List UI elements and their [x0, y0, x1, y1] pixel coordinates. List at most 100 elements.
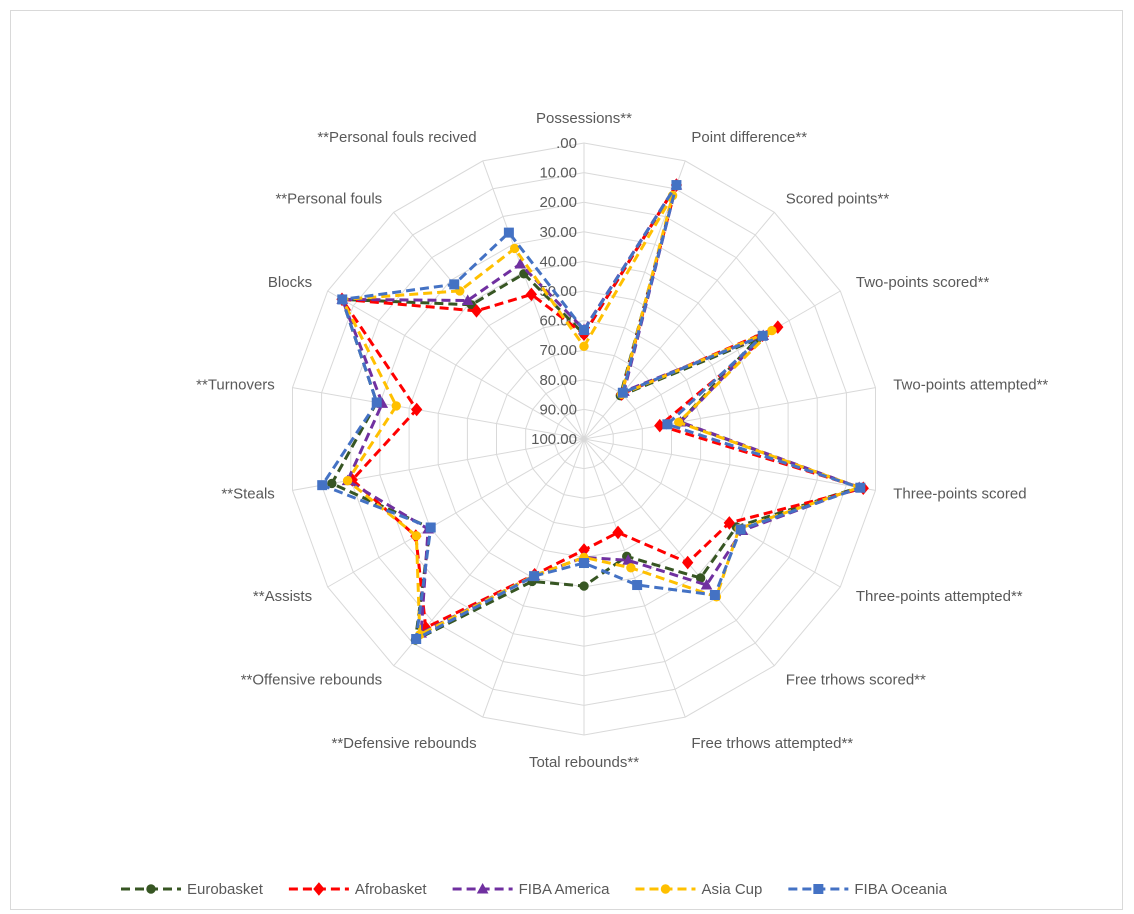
data-point-afrobasket — [612, 525, 624, 540]
category-labels: Possessions** Point difference** Scored po… — [196, 110, 1048, 771]
tick-label: 10.00 — [539, 165, 577, 182]
legend-label: Afrobasket — [355, 881, 428, 898]
grid-spoke — [292, 387, 585, 440]
category-label: Possessions** — [536, 110, 632, 127]
tick-label: 70.00 — [539, 342, 577, 359]
category-label: Free trhows attempted** — [691, 735, 853, 752]
data-point-afrobasket — [470, 304, 483, 318]
radar-grid — [292, 142, 876, 736]
data-point-asia-cup — [342, 475, 353, 486]
data-point-asia-cup — [411, 531, 422, 541]
data-point-asia-cup — [391, 401, 401, 411]
grid-spoke — [583, 438, 775, 667]
data-point-asia-cup — [767, 325, 777, 336]
data-point-fiba-oceania — [579, 558, 589, 569]
data-point-afrobasket — [411, 402, 423, 417]
tick-label: 100.00 — [531, 431, 577, 448]
grid-spoke — [327, 290, 585, 440]
category-label: Free trhows scored** — [786, 672, 926, 689]
legend-label: Asia Cup — [701, 881, 762, 898]
legend-item-afrobasket: Afrobasket — [288, 881, 428, 898]
data-point-fiba-oceania — [757, 330, 768, 341]
legend-marker — [146, 884, 156, 894]
data-point-afrobasket — [723, 516, 735, 530]
tick-label: 90.00 — [539, 401, 577, 418]
grid-spoke — [292, 438, 585, 491]
data-point-fiba-oceania — [529, 571, 540, 582]
tick-label: 40.00 — [539, 253, 577, 270]
data-point-fiba-america — [514, 258, 527, 269]
data-point-asia-cup — [509, 243, 520, 254]
category-label: Two-points scored** — [856, 274, 990, 291]
category-label: Three-points scored — [893, 486, 1026, 503]
data-point-asia-cup — [579, 341, 589, 352]
tick-label: 50.00 — [539, 283, 577, 300]
data-point-afrobasket — [525, 287, 538, 302]
legend-item-fiba-america: FIBA America — [452, 881, 611, 898]
series-fiba-oceania — [317, 180, 866, 644]
legend-label: FIBA Oceania — [854, 881, 947, 898]
data-point-eurobasket — [579, 581, 589, 591]
category-label: Two-points attempted** — [893, 377, 1048, 394]
legend-item-eurobasket: Eurobasket — [121, 881, 264, 898]
category-label: Three-points attempted** — [856, 588, 1023, 605]
category-label: **Assists — [253, 588, 312, 605]
data-point-asia-cup — [626, 563, 636, 573]
legend-label: Eurobasket — [187, 881, 264, 898]
data-point-fiba-oceania — [317, 480, 328, 491]
tick-label: 80.00 — [539, 372, 577, 389]
category-label: Blocks — [268, 274, 312, 291]
data-point-fiba-oceania — [411, 633, 422, 644]
grid-spoke — [583, 438, 841, 588]
tick-label: 20.00 — [539, 194, 577, 211]
legend-marker — [476, 882, 489, 894]
category-label: **Personal fouls recived — [317, 129, 476, 146]
legend-item-fiba-oceania: FIBA Oceania — [788, 881, 948, 898]
radar-chart: .0010.0020.0030.0040.0050.0060.0070.0080… — [121, 110, 1048, 898]
category-label: Point difference** — [691, 129, 807, 146]
data-point-fiba-america — [461, 294, 474, 305]
grid-spoke — [583, 387, 876, 440]
category-label: **Turnovers — [196, 377, 275, 394]
grid-spoke — [583, 438, 686, 718]
legend-marker — [813, 884, 824, 894]
data-point-fiba-oceania — [503, 227, 514, 238]
grid-spoke — [482, 160, 585, 440]
data-point-fiba-oceania — [579, 325, 589, 336]
grid-spoke — [583, 211, 775, 440]
data-point-afrobasket — [682, 555, 694, 570]
data-point-eurobasket — [327, 478, 337, 489]
category-label: Total rebounds** — [529, 754, 639, 771]
series-line-eurobasket — [330, 183, 861, 642]
legend-item-asia-cup: Asia Cup — [635, 881, 762, 898]
data-point-fiba-oceania — [617, 387, 628, 398]
category-label: **Defensive rebounds — [332, 735, 477, 752]
data-point-fiba-america — [700, 578, 713, 590]
data-point-fiba-oceania — [337, 294, 348, 305]
category-label: **Steals — [221, 486, 274, 503]
data-point-fiba-oceania — [425, 522, 436, 533]
tick-label: .00 — [556, 135, 577, 152]
data-point-fiba-oceania — [709, 590, 720, 601]
chart-area: .00 10.00 20.00 30.00 40.00 50.00 60.00 70.00 80… — [10, 10, 1123, 910]
series-layer — [317, 178, 869, 645]
category-label: Scored points** — [786, 191, 890, 208]
data-point-asia-cup — [674, 417, 684, 427]
data-point-fiba-oceania — [671, 180, 682, 191]
data-point-fiba-oceania — [632, 580, 643, 591]
legend-label: FIBA America — [519, 881, 611, 898]
grid-spoke — [393, 211, 585, 440]
grid-spoke — [583, 290, 841, 440]
data-point-fiba-oceania — [449, 279, 460, 290]
data-point-fiba-oceania — [735, 524, 746, 535]
legend-marker — [313, 882, 325, 896]
series-eurobasket — [327, 180, 864, 645]
data-point-fiba-oceania — [855, 482, 866, 493]
legend-marker — [660, 884, 671, 894]
tick-label: 30.00 — [539, 224, 577, 241]
category-label: **Personal fouls — [275, 191, 382, 208]
data-point-fiba-oceania — [662, 419, 673, 430]
grid-spoke — [583, 438, 876, 491]
legend: Eurobasket Afrobasket FIBA America Asia Cup… — [121, 881, 948, 898]
grid-spoke — [327, 438, 585, 588]
